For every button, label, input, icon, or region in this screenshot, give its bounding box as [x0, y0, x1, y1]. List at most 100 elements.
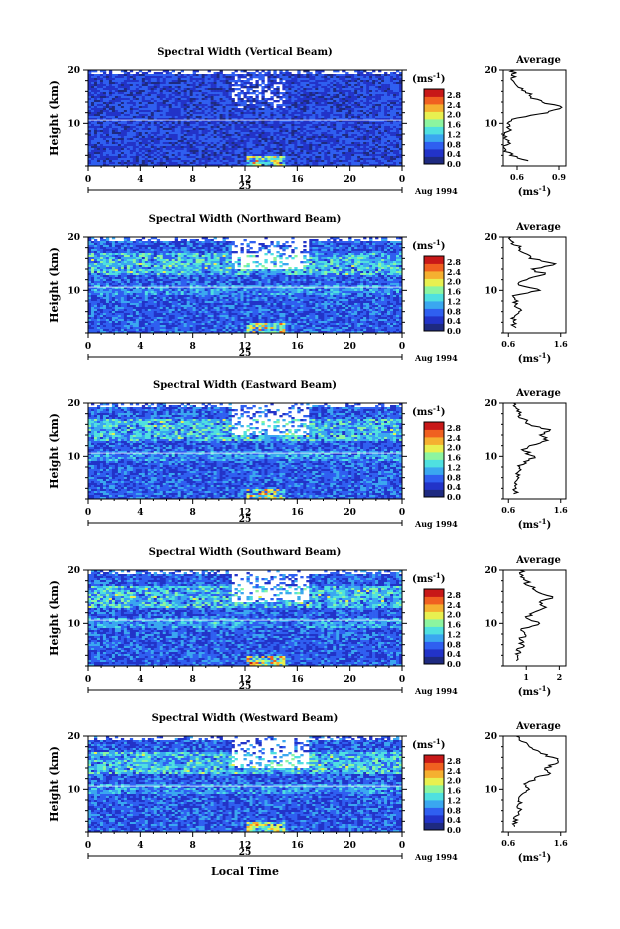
heatmap-cell — [372, 136, 375, 138]
heatmap-cell — [244, 148, 247, 150]
heatmap-cell — [133, 134, 136, 136]
heatmap-cell — [378, 144, 381, 146]
heatmap-cell — [345, 138, 348, 140]
heatmap-cell — [199, 142, 202, 144]
heatmap-cell — [393, 102, 396, 104]
heatmap-cell — [285, 154, 288, 156]
heatmap-cell — [255, 84, 258, 86]
heatmap-cell — [223, 134, 226, 136]
heatmap-cell — [163, 134, 166, 136]
heatmap-cell — [249, 136, 252, 138]
heatmap-cell — [121, 152, 124, 154]
heatmap-cell — [163, 116, 166, 118]
heatmap-cell — [139, 84, 142, 86]
heatmap-cell — [115, 150, 118, 152]
heatmap-cell — [378, 76, 381, 78]
heatmap-cell — [336, 114, 339, 116]
heatmap-cell — [351, 154, 354, 156]
heatmap-cell — [223, 78, 226, 80]
heatmap-cell — [157, 96, 160, 98]
heatmap-cell — [309, 156, 312, 158]
heatmap-cell — [366, 92, 369, 94]
heatmap-cell — [357, 76, 360, 78]
heatmap-cell — [127, 160, 130, 162]
heatmap-cell — [261, 86, 264, 88]
heatmap-cell — [261, 98, 264, 100]
heatmap-cell — [387, 134, 390, 136]
heatmap-cell — [97, 80, 100, 82]
heatmap-cell — [345, 72, 348, 74]
heatmap-cell — [187, 132, 190, 134]
heatmap-cell — [151, 128, 154, 130]
heatmap-cell — [139, 144, 142, 146]
heatmap-cell — [199, 128, 202, 130]
heatmap-cell — [282, 94, 285, 96]
heatmap-cell — [252, 140, 255, 142]
heatmap-cell — [229, 76, 232, 78]
heatmap-cell — [279, 158, 282, 160]
heatmap-cell — [193, 160, 196, 162]
x-tick-label: 16 — [291, 175, 304, 185]
heatmap-cell — [115, 138, 118, 140]
heatmap-cell — [202, 92, 205, 94]
heatmap-cell — [205, 239, 208, 241]
heatmap-cell — [270, 80, 273, 82]
heatmap-cell — [369, 90, 372, 92]
heatmap-cell — [160, 96, 163, 98]
heatmap-cell — [303, 112, 306, 114]
heatmap-cell — [166, 114, 169, 116]
heatmap-cell — [97, 82, 100, 84]
heatmap-cell — [372, 98, 375, 100]
heatmap-cell — [273, 114, 276, 116]
heatmap-cell — [294, 126, 297, 128]
heatmap-cell — [348, 110, 351, 112]
heatmap-cell — [285, 88, 288, 90]
heatmap-cell — [351, 152, 354, 154]
heatmap-cell — [258, 114, 261, 116]
heatmap-cell — [199, 144, 202, 146]
heatmap-cell — [100, 116, 103, 118]
heatmap-cell — [178, 106, 181, 108]
heatmap-cell — [133, 88, 136, 90]
heatmap-cell — [193, 128, 196, 130]
heatmap-cell — [372, 84, 375, 86]
heatmap-cell — [142, 128, 145, 130]
heatmap-cell — [396, 152, 399, 154]
heatmap-cell — [288, 100, 291, 102]
heatmap-cell — [336, 154, 339, 156]
heatmap-cell — [315, 146, 318, 148]
heatmap-cell — [264, 156, 267, 158]
heatmap-cell — [339, 162, 342, 164]
heatmap-cell — [91, 104, 94, 106]
heatmap-cell — [196, 110, 199, 112]
heatmap-cell — [148, 138, 151, 140]
heatmap-cell — [291, 156, 294, 158]
heatmap-cell — [151, 84, 154, 86]
heatmap-cell — [214, 72, 217, 74]
heatmap-cell — [264, 110, 267, 112]
heatmap-cell — [321, 160, 324, 162]
heatmap-cell — [258, 74, 261, 76]
heatmap-cell — [309, 148, 312, 150]
heatmap-cell — [199, 124, 202, 126]
heatmap-cell — [375, 82, 378, 84]
heatmap-cell — [217, 92, 220, 94]
heatmap-cell — [205, 144, 208, 146]
heatmap-cell — [124, 88, 127, 90]
heatmap-cell — [384, 162, 387, 164]
heatmap-cell — [163, 158, 166, 160]
heatmap-cell — [342, 76, 345, 78]
heatmap-cell — [282, 154, 285, 156]
heatmap-cell — [294, 154, 297, 156]
heatmap-cell — [244, 142, 247, 144]
heatmap-cell — [187, 80, 190, 82]
heatmap-cell — [169, 94, 172, 96]
heatmap-cell — [130, 132, 133, 134]
heatmap-cell — [106, 116, 109, 118]
heatmap-cell — [258, 108, 261, 110]
heatmap-cell — [312, 86, 315, 88]
heatmap-cell — [387, 110, 390, 112]
heatmap-cell — [351, 150, 354, 152]
heatmap-cell — [241, 104, 244, 106]
heatmap-cell — [115, 110, 118, 112]
